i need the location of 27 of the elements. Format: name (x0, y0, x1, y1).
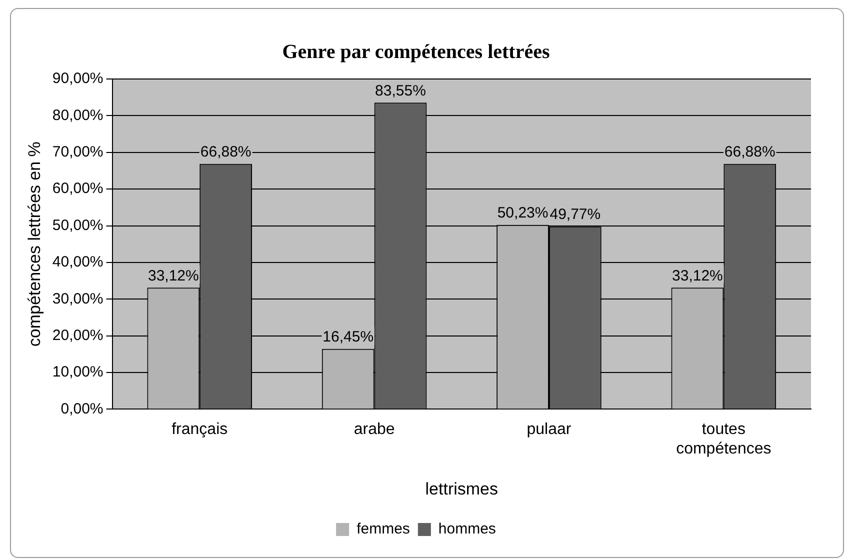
x-axis-title: lettrismes (425, 479, 498, 498)
x-tick-label: français (172, 421, 228, 438)
data-label: 16,45% (322, 328, 374, 346)
y-tick-label: 20,00% (52, 326, 104, 344)
x-tick-label: arabe (354, 421, 395, 438)
data-label: 33,12% (672, 267, 723, 284)
legend-label: hommes (438, 520, 496, 538)
y-tick-label: 30,00% (52, 290, 104, 308)
data-label: 49,77% (550, 206, 601, 224)
x-tick-label: toutes compétences (676, 421, 772, 458)
data-label: 33,12% (148, 267, 199, 284)
y-tick-label: 50,00% (52, 216, 104, 234)
y-tick-label: 80,00% (52, 106, 104, 124)
y-axis-title: compétences lettrées en % (24, 142, 44, 347)
data-label: 66,88% (724, 143, 776, 160)
y-tick-label: 90,00% (52, 70, 104, 88)
y-tick-label: 60,00% (52, 180, 104, 198)
legend-label: femmes (356, 520, 410, 538)
chart-title: Genre par compétences lettrées (282, 41, 550, 64)
y-tick-label: 40,00% (52, 254, 104, 271)
y-tick-label: 10,00% (52, 364, 104, 381)
y-tick-label: 0,00% (60, 400, 104, 418)
data-label: 50,23% (497, 204, 548, 222)
x-tick-label: pulaar (526, 421, 572, 438)
data-label: 83,55% (375, 82, 426, 100)
y-tick-label: 70,00% (52, 144, 104, 161)
data-label: 66,88% (200, 143, 252, 160)
